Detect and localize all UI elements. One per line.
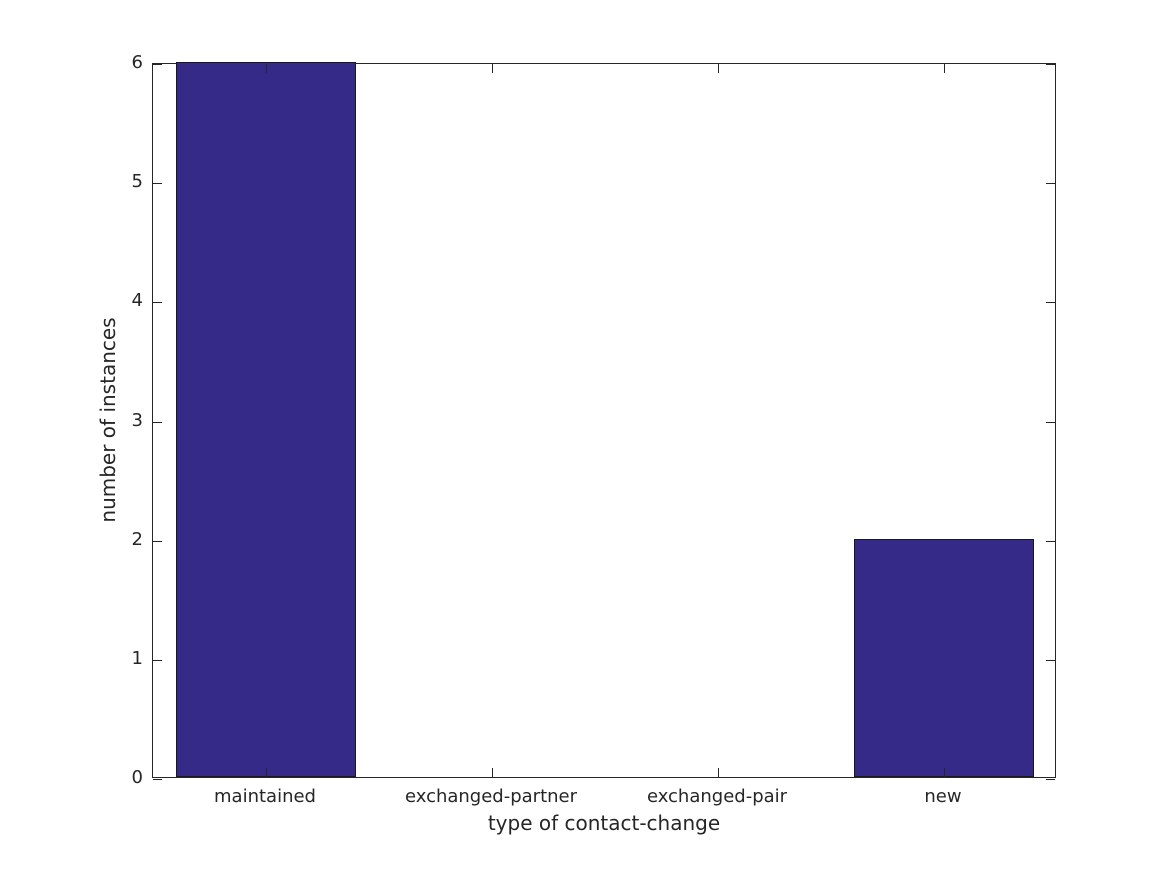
- axis-tick: [153, 540, 162, 542]
- axis-tick: [492, 768, 493, 777]
- y-tick-label: 6: [131, 52, 143, 73]
- x-tick-label: exchanged-pair: [646, 786, 788, 807]
- axis-tick: [153, 302, 162, 304]
- axis-tick: [1046, 64, 1055, 65]
- axis-tick: [153, 421, 162, 423]
- axis-tick: [944, 64, 945, 73]
- bar-new: [853, 538, 1035, 777]
- x-axis-label: type of contact-change: [487, 811, 721, 835]
- axis-tick: [266, 64, 267, 73]
- y-tick-label: 1: [131, 647, 143, 669]
- y-tick-label: 2: [131, 528, 143, 550]
- axis-tick: [153, 659, 162, 661]
- axis-tick: [153, 64, 162, 65]
- plot-area: [152, 62, 1056, 780]
- axis-tick: [1046, 421, 1055, 423]
- y-tick-label: 5: [131, 171, 143, 193]
- y-tick-label: 0: [131, 767, 143, 788]
- axis-tick: [1046, 659, 1055, 661]
- axis-tick: [1046, 183, 1055, 185]
- y-tick-label: 3: [131, 409, 143, 431]
- axis-tick: [718, 64, 719, 73]
- axis-tick: [153, 779, 162, 780]
- axis-tick: [944, 768, 945, 777]
- axis-tick: [153, 183, 162, 185]
- axis-tick: [1046, 540, 1055, 542]
- bar-maintained: [175, 62, 357, 777]
- axis-tick: [1046, 779, 1055, 780]
- axis-tick: [492, 64, 493, 73]
- x-tick-label: maintained: [214, 786, 316, 807]
- axis-tick: [266, 768, 267, 777]
- x-tick-label: exchanged-partner: [404, 786, 578, 807]
- axis-tick: [718, 768, 719, 777]
- axis-tick: [1046, 302, 1055, 304]
- x-tick-label: new: [924, 786, 962, 807]
- y-tick-label: 4: [131, 290, 143, 312]
